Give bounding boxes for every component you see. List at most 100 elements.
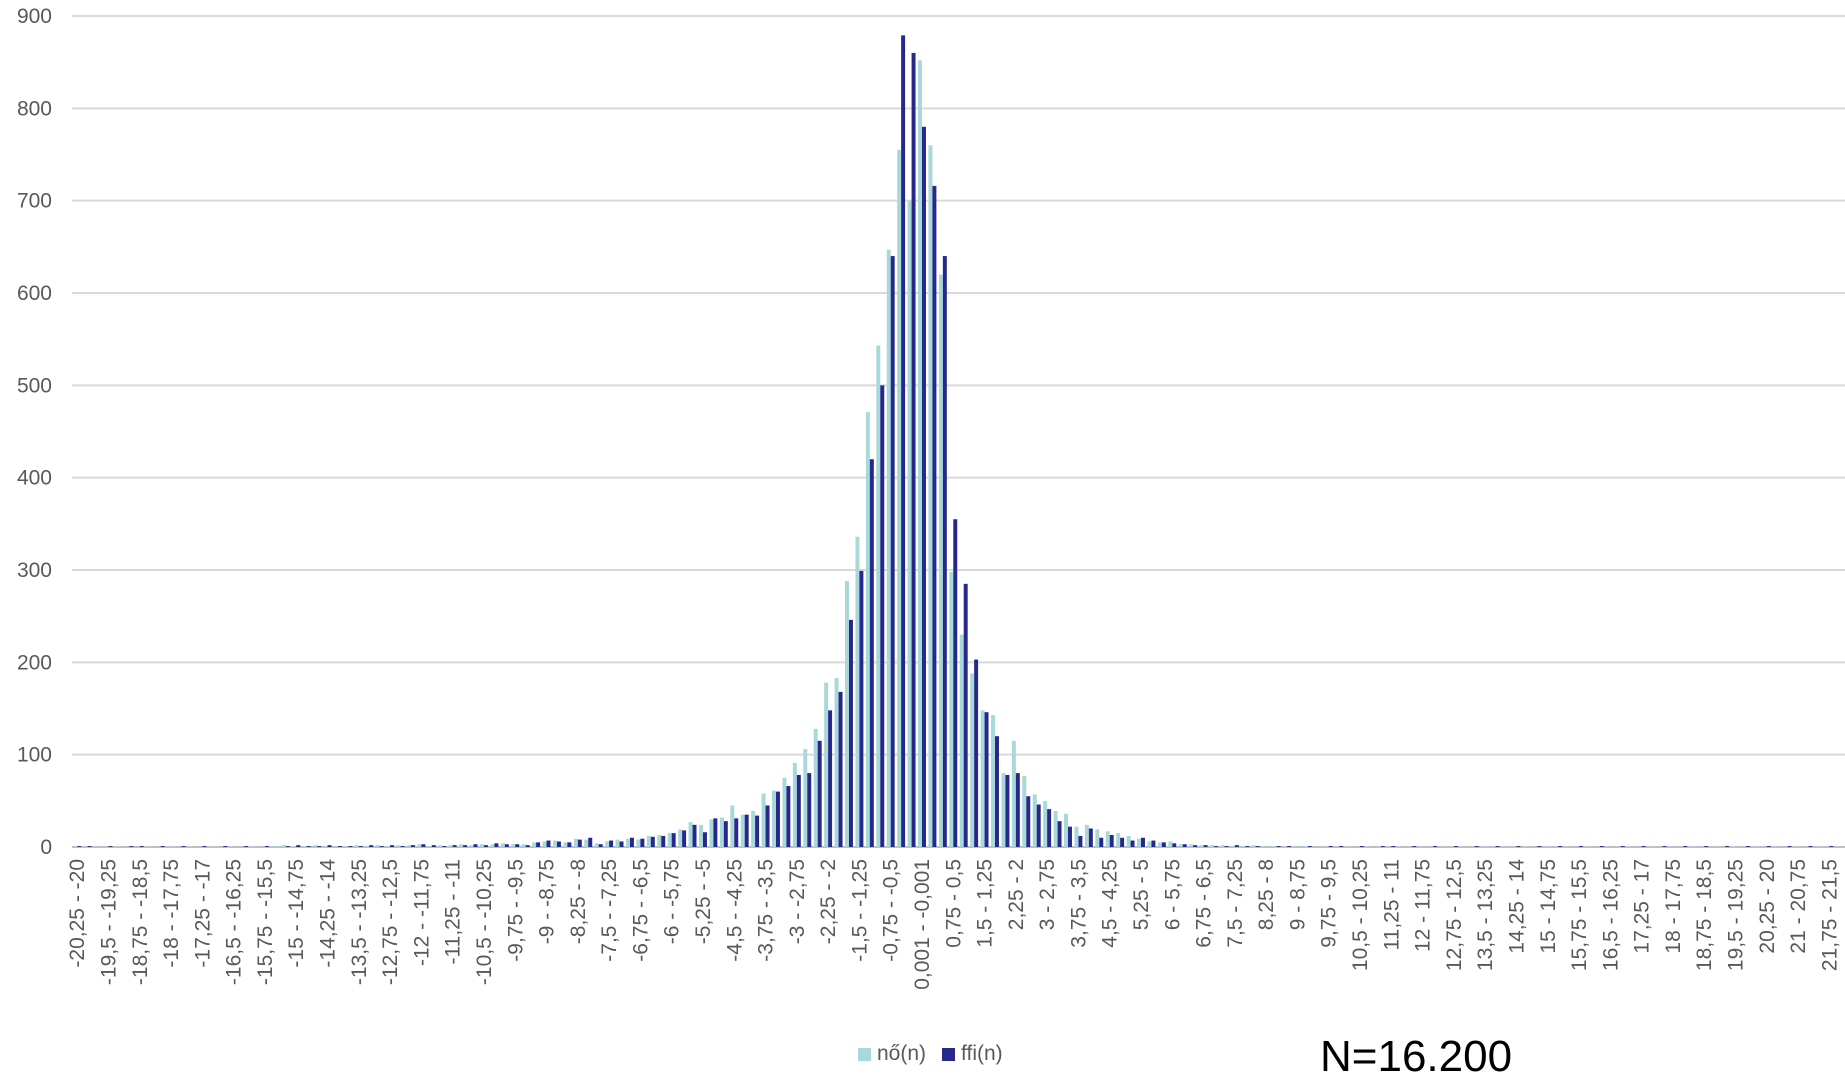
bar-ffi	[1495, 846, 1500, 847]
bar-ffi	[452, 845, 457, 847]
legend: nő(n) ffi(n)	[858, 1042, 1003, 1066]
bar-no	[1251, 845, 1256, 847]
bar-no	[1084, 824, 1089, 847]
x-tick-label: -15,75 - -15,5	[254, 859, 277, 985]
bar-no	[1502, 846, 1507, 847]
bar-no	[553, 840, 557, 847]
bar-ffi	[87, 846, 92, 847]
bar-no	[573, 838, 578, 847]
bar-ffi	[911, 52, 916, 848]
x-tick-label: 10,5 - 10,25	[1349, 859, 1372, 971]
bar-ffi	[1068, 826, 1072, 847]
x-tick-label: 15,75 - 15,5	[1568, 859, 1591, 971]
x-tick-label: -6,75 - -6,5	[629, 859, 652, 962]
y-tick-label: 0	[40, 836, 52, 859]
legend-item-ffi: ffi(n)	[942, 1042, 1003, 1066]
bar-no	[1001, 773, 1006, 847]
bar-no	[396, 845, 401, 847]
bar-ffi	[129, 846, 134, 847]
bar-no	[719, 817, 724, 847]
bar-ffi	[431, 845, 436, 847]
bar-no	[657, 835, 662, 847]
x-tick-label: 21,75 - 21,5	[1818, 859, 1841, 971]
bar-ffi	[317, 846, 322, 847]
bar-ffi	[1203, 845, 1208, 847]
bar-no	[1241, 846, 1246, 847]
bar-no	[1011, 740, 1016, 847]
bar-no	[865, 412, 870, 847]
bar-ffi	[942, 256, 947, 847]
bar-no	[563, 842, 568, 847]
bar-ffi	[1704, 846, 1709, 847]
bar-no	[1543, 846, 1548, 847]
bar-ffi	[515, 844, 520, 847]
bar-no	[605, 841, 610, 847]
bar-no	[281, 845, 286, 847]
x-tick-label: -0,75 - -0,5	[880, 859, 903, 962]
bar-ffi	[828, 710, 833, 847]
bar-no	[688, 822, 693, 847]
y-tick-label: 900	[17, 5, 52, 28]
x-tick-label: 21 - 20,75	[1787, 859, 1810, 954]
bar-ffi	[421, 844, 426, 847]
x-tick-label: 0,75 - 0,5	[942, 859, 965, 948]
bar-no	[761, 793, 766, 847]
bar-ffi	[995, 736, 999, 847]
bar-no	[1439, 846, 1444, 847]
bar-no	[991, 714, 995, 847]
bar-ffi	[817, 740, 822, 847]
bar-ffi	[1047, 809, 1052, 847]
bar-no	[855, 536, 860, 847]
x-tick-label: -18 - -17,75	[160, 859, 183, 968]
x-tick-label: 0,001 - -0,001	[911, 859, 934, 990]
bar-ffi	[379, 846, 384, 847]
bar-no	[1293, 846, 1298, 847]
bar-no	[1345, 846, 1350, 847]
bar-ffi	[1255, 846, 1260, 847]
bar-ffi	[1214, 846, 1218, 847]
x-tick-label: -17,25 - -17	[191, 859, 214, 968]
bar-ffi	[1360, 846, 1364, 847]
bar-no	[1157, 842, 1162, 847]
bar-ffi	[337, 846, 342, 847]
bar-ffi	[984, 712, 989, 847]
bar-ffi	[713, 818, 718, 847]
bar-no	[1585, 846, 1590, 847]
bar-ffi	[410, 845, 415, 847]
bar-no	[500, 843, 505, 847]
x-tick-label: -10,5 - -10,25	[473, 859, 496, 985]
y-tick-label: 500	[17, 374, 52, 397]
bar-ffi	[932, 185, 937, 847]
bar-no	[365, 846, 370, 847]
sample-size-note: N=16.200	[1320, 1032, 1513, 1081]
bar-ffi	[390, 845, 395, 847]
x-tick-label: -19,5 - -19,25	[98, 859, 121, 985]
bar-ffi	[525, 845, 530, 847]
x-tick-label: 3 - 2,75	[1036, 859, 1059, 930]
bar-no	[678, 829, 683, 847]
bar-ffi	[77, 846, 82, 847]
y-tick-label: 300	[17, 559, 52, 582]
bar-ffi	[838, 691, 843, 847]
x-tick-label: 9,75 - 9,5	[1318, 859, 1341, 948]
bar-ffi	[869, 459, 874, 847]
legend-label-ffi: ffi(n)	[961, 1042, 1003, 1065]
bar-no	[448, 845, 453, 847]
bar-ffi	[358, 846, 363, 847]
bar-no	[313, 845, 318, 847]
bar-no	[302, 846, 307, 847]
bar-ffi	[734, 818, 739, 847]
bar-ffi	[577, 839, 582, 847]
bar-ffi	[848, 619, 853, 847]
x-tick-label: -2,25 - -2	[817, 859, 840, 944]
y-tick-label: 600	[17, 282, 52, 305]
bar-ffi	[609, 840, 614, 847]
x-tick-label: 15 - 14,75	[1537, 859, 1560, 954]
y-tick-label: 200	[17, 651, 52, 674]
bar-no	[1418, 846, 1423, 847]
bar-no	[928, 145, 933, 847]
bar-ffi	[369, 845, 374, 847]
bar-ffi	[483, 845, 488, 847]
bar-ffi	[1745, 846, 1750, 847]
